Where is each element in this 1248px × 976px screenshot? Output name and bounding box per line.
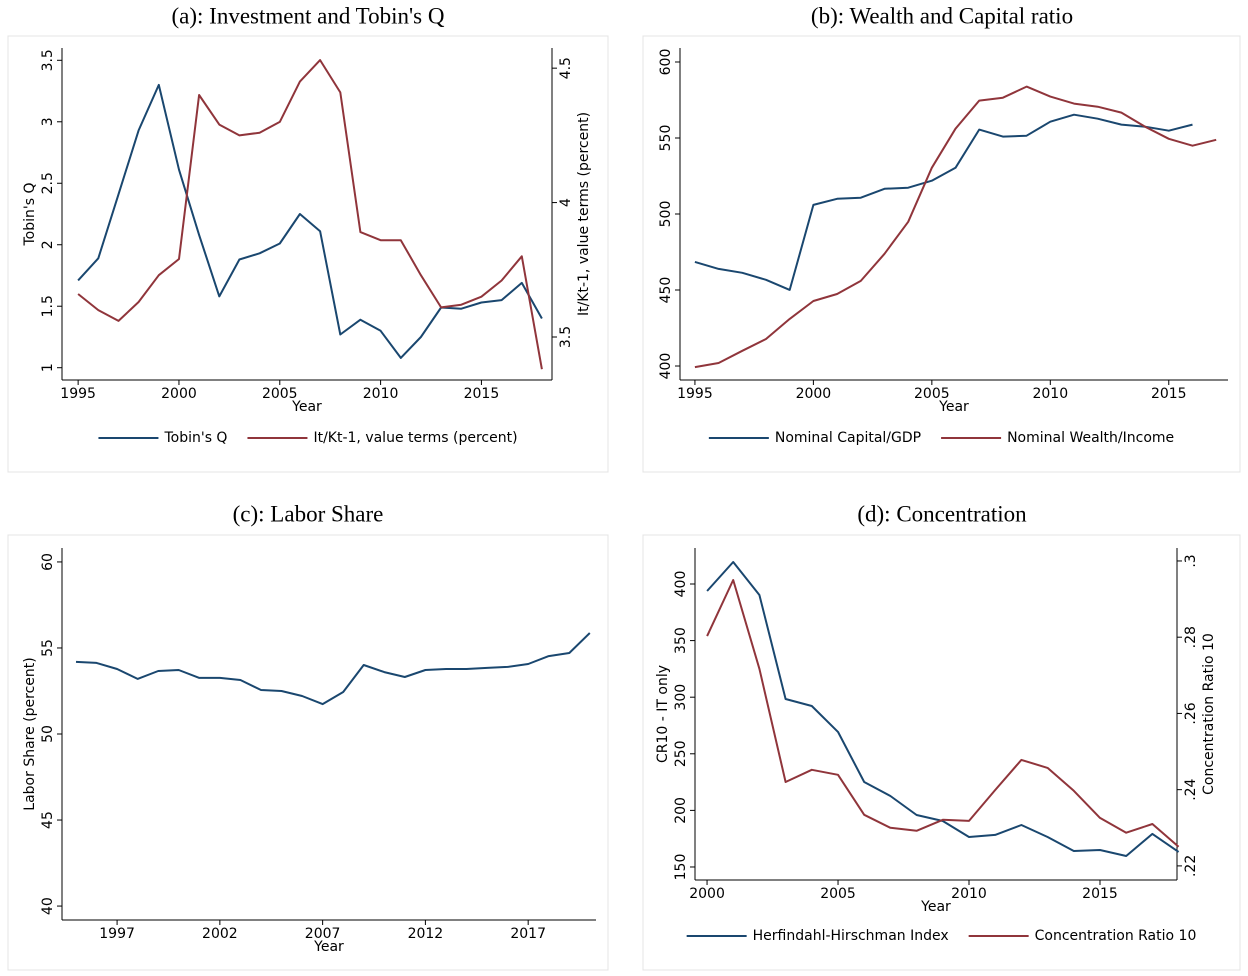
chart-title: (c): Labor Share: [233, 501, 384, 526]
series-line: [694, 85, 1217, 369]
series-line: [694, 113, 1193, 291]
x-tick-label: 1995: [677, 386, 713, 402]
x-axis-title: Year: [938, 399, 969, 415]
y2-tick-label: .22: [1183, 855, 1199, 877]
legend: Herfindahl-Hirschman Index Concentration …: [686, 928, 1197, 944]
y-tick-label: 150: [673, 854, 689, 881]
y2-axis-title: Concentration Ratio 10: [1201, 633, 1217, 795]
y-tick-label: 2.5: [40, 172, 56, 194]
y-tick-label: 55: [40, 639, 56, 657]
x-axis-title: Year: [313, 939, 344, 955]
x-tick-label: 2012: [408, 926, 444, 942]
plot-region: [7, 534, 609, 971]
legend-label: Nominal Wealth/Income: [1007, 430, 1174, 446]
y-tick-label: 1.5: [40, 295, 56, 317]
y-tick-label: 450: [658, 277, 674, 304]
x-tick-label: 2010: [951, 886, 987, 902]
x-tick-label: 2005: [262, 386, 298, 402]
series-line: [75, 632, 591, 706]
y2-tick-label: 4.5: [558, 57, 574, 79]
x-tick-label: 2005: [820, 886, 856, 902]
y-tick-label: 3: [40, 117, 56, 126]
y-tick-label: 400: [673, 571, 689, 598]
x-tick-label: 2005: [914, 386, 950, 402]
y2-axis-title: It/Kt-1, value terms (percent): [576, 112, 592, 316]
x-tick-label: 2010: [363, 386, 399, 402]
y-tick-label: 350: [673, 627, 689, 654]
y-axis-title: Tobin's Q: [22, 183, 38, 247]
x-tick-label: 2015: [1151, 386, 1187, 402]
series-line: [706, 561, 1180, 857]
x-tick-label: 2000: [796, 386, 832, 402]
legend: Tobin's Q It/Kt-1, value terms (percent): [98, 430, 518, 446]
y-tick-label: 200: [673, 797, 689, 824]
x-tick-label: 2000: [161, 386, 197, 402]
plot-region: [642, 35, 1241, 473]
legend-label: Herfindahl-Hirschman Index: [753, 928, 949, 944]
legend: Nominal Capital/GDP Nominal Wealth/Income: [708, 430, 1174, 446]
chart-panel: (a): Investment and Tobin's Q 1995 2000 200…: [7, 3, 609, 473]
y-tick-label: 300: [673, 684, 689, 711]
y-axis-title: Labor Share (percent): [22, 657, 38, 810]
legend-label: Nominal Capital/GDP: [775, 430, 921, 446]
x-axis-title: Year: [920, 899, 951, 915]
x-axis-title: Year: [291, 399, 322, 415]
legend-label: Tobin's Q: [163, 430, 227, 446]
y-tick-label: 50: [40, 725, 56, 743]
plot-region: [642, 534, 1241, 971]
series-line: [706, 579, 1180, 848]
legend-label: It/Kt-1, value terms (percent): [313, 430, 517, 446]
x-tick-label: 1995: [60, 386, 96, 402]
chart-title: (a): Investment and Tobin's Q: [172, 3, 445, 28]
y-axis-title: CR10 - IT only: [655, 665, 671, 763]
series-line: [77, 59, 543, 370]
y2-tick-label: .3: [1183, 554, 1199, 567]
y2-tick-label: .28: [1183, 626, 1199, 648]
chart-title: (d): Concentration: [857, 501, 1027, 526]
y2-tick-label: 4: [558, 198, 574, 207]
y2-tick-label: .26: [1183, 702, 1199, 724]
legend-label: Concentration Ratio 10: [1035, 928, 1197, 944]
x-tick-label: 2002: [202, 926, 238, 942]
y-tick-label: 500: [658, 201, 674, 228]
plot-region: [7, 35, 609, 473]
y-tick-label: 2: [40, 240, 56, 249]
y-tick-label: 45: [40, 811, 56, 829]
y-tick-label: 550: [658, 125, 674, 152]
y-tick-label: 40: [40, 897, 56, 915]
x-tick-label: 2017: [510, 926, 546, 942]
x-tick-label: 2010: [1032, 386, 1068, 402]
chart-panel: (b): Wealth and Capital ratio 1995 2000 200…: [642, 3, 1241, 473]
y-tick-label: 60: [40, 553, 56, 571]
x-tick-label: 1997: [99, 926, 135, 942]
x-tick-label: 2000: [689, 886, 725, 902]
y-tick-label: 600: [658, 49, 674, 76]
y-tick-label: 250: [673, 740, 689, 767]
chart-title: (b): Wealth and Capital ratio: [811, 3, 1073, 28]
y2-tick-label: .24: [1183, 778, 1199, 800]
chart-panel: (d): Concentration 2000 2005 2010 2015 150 200…: [642, 501, 1241, 971]
y-tick-label: 400: [658, 353, 674, 380]
x-tick-label: 2015: [464, 386, 500, 402]
y2-tick-label: 3.5: [558, 326, 574, 348]
y-tick-label: 3.5: [40, 49, 56, 71]
series-line: [77, 83, 543, 359]
chart-panel: (c): Labor Share 1997 2002 2007 2012 2017 40 45…: [7, 501, 609, 971]
y-tick-label: 1: [40, 363, 56, 372]
x-tick-label: 2015: [1082, 886, 1118, 902]
x-tick-label: 2007: [305, 926, 341, 942]
